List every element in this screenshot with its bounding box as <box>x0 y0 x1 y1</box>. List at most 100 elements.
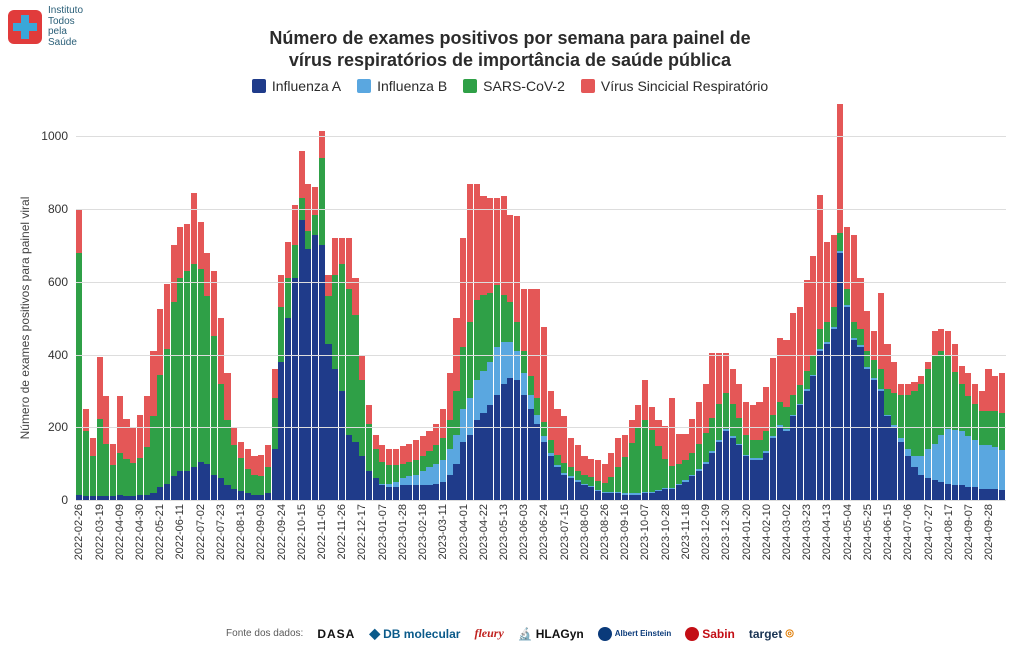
bar <box>501 196 507 500</box>
bar-segment-sars_cov_2 <box>824 322 830 342</box>
legend-item: Influenza B <box>357 78 447 94</box>
source-hlagyn: 🔬HLAGyn <box>518 627 584 641</box>
bar-segment-sars_cov_2 <box>393 465 399 481</box>
bar <box>352 278 358 500</box>
bar-segment-influenza_a <box>305 249 311 500</box>
bar <box>258 455 264 500</box>
bar-segment-influenza_b <box>406 476 412 485</box>
bar <box>568 438 574 500</box>
bar-segment-vsr <box>837 104 843 233</box>
bar-segment-sars_cov_2 <box>171 302 177 477</box>
bar-segment-vsr <box>911 382 917 391</box>
y-tick-label: 400 <box>48 348 68 362</box>
y-axis-label: Número de exames positivos para painel v… <box>18 197 32 440</box>
bar-segment-influenza_b <box>413 475 419 486</box>
x-tick-label: 2023-11-18 <box>680 504 692 559</box>
bar-segment-sars_cov_2 <box>467 322 473 398</box>
bar-segment-influenza_a <box>689 476 695 500</box>
bar-segment-vsr <box>898 384 904 395</box>
legend-label: Influenza B <box>377 78 447 94</box>
bar <box>588 459 594 500</box>
x-tick-label: 2024-07-27 <box>923 504 935 560</box>
bar-segment-influenza_a <box>171 476 177 500</box>
bar-segment-sars_cov_2 <box>682 460 688 480</box>
bar <box>211 271 217 500</box>
y-tick-label: 200 <box>48 420 68 434</box>
bar-segment-sars_cov_2 <box>528 376 534 394</box>
bar <box>642 380 648 500</box>
bar-segment-influenza_a <box>682 482 688 500</box>
x-tick-label: 2024-02-10 <box>761 504 773 560</box>
bar-segment-sars_cov_2 <box>103 444 109 497</box>
bar-segment-vsr <box>514 216 520 321</box>
bar-segment-vsr <box>251 456 257 474</box>
bar-segment-influenza_a <box>730 438 736 500</box>
x-tick-label: 2022-05-21 <box>154 504 166 560</box>
bar-segment-sars_cov_2 <box>137 458 143 494</box>
chart-container: { "logo": { "lines": ["Instituto", "Todo… <box>0 0 1020 650</box>
bar <box>864 311 870 500</box>
bar <box>595 460 601 500</box>
bar <box>878 293 884 500</box>
bar <box>871 331 877 500</box>
bar-segment-influenza_b <box>979 445 985 489</box>
bar-segment-influenza_a <box>905 456 911 500</box>
bar <box>305 184 311 500</box>
bar-segment-influenza_a <box>292 278 298 500</box>
bar-segment-sars_cov_2 <box>608 477 614 492</box>
bar-segment-influenza_a <box>925 478 931 500</box>
bar-segment-influenza_a <box>649 493 655 500</box>
bar-segment-influenza_a <box>184 471 190 500</box>
bar-segment-influenza_b <box>467 398 473 434</box>
bar-segment-vsr <box>952 344 958 372</box>
bar-segment-sars_cov_2 <box>891 393 897 426</box>
x-tick-label: 2023-09-16 <box>619 504 631 560</box>
bar <box>851 235 857 500</box>
bar <box>447 373 453 500</box>
bar-segment-vsr <box>245 449 251 469</box>
bar-segment-vsr <box>864 311 870 351</box>
gridline <box>76 209 1006 210</box>
bar <box>339 238 345 500</box>
bar-segment-influenza_a <box>514 380 520 500</box>
bar <box>932 331 938 500</box>
bar-segment-sars_cov_2 <box>857 329 863 345</box>
bar-segment-influenza_a <box>703 464 709 500</box>
bar <box>231 427 237 500</box>
bar-segment-influenza_a <box>959 485 965 500</box>
x-tick-label: 2023-12-30 <box>720 504 732 560</box>
bar-segment-influenza_b <box>453 435 459 464</box>
bar-segment-influenza_b <box>534 415 540 424</box>
bar-segment-influenza_b <box>400 478 406 485</box>
bar <box>804 280 810 500</box>
bar-segment-vsr <box>97 357 103 419</box>
bar-segment-sars_cov_2 <box>581 475 587 484</box>
bar-segment-vsr <box>460 238 466 347</box>
bar-segment-vsr <box>90 438 96 456</box>
bar <box>285 242 291 500</box>
bar-segment-influenza_a <box>494 395 500 500</box>
bar-segment-vsr <box>150 351 156 416</box>
chart-title: Número de exames positivos por semana pa… <box>0 28 1020 71</box>
bar-segment-sars_cov_2 <box>972 404 978 440</box>
bar-segment-influenza_a <box>985 489 991 500</box>
bar-segment-sars_cov_2 <box>157 375 163 488</box>
bar-segment-vsr <box>655 420 661 446</box>
bar-segment-sars_cov_2 <box>783 407 789 429</box>
bar-segment-vsr <box>184 224 190 271</box>
bar <box>676 434 682 500</box>
bar-segment-vsr <box>857 278 863 329</box>
bar-segment-sars_cov_2 <box>878 369 884 389</box>
bar <box>548 391 554 500</box>
bar-segment-sars_cov_2 <box>723 393 729 429</box>
bar-segment-vsr <box>959 366 965 384</box>
bar-segment-influenza_b <box>528 395 534 410</box>
x-tick-label: 2024-08-17 <box>943 504 955 560</box>
bar-segment-sars_cov_2 <box>965 396 971 436</box>
bar <box>177 227 183 500</box>
bar-segment-vsr <box>810 256 816 356</box>
bar-segment-sars_cov_2 <box>709 418 715 451</box>
bar <box>278 275 284 500</box>
bar-segment-sars_cov_2 <box>736 418 742 443</box>
x-tick-label: 2023-08-05 <box>579 504 591 560</box>
